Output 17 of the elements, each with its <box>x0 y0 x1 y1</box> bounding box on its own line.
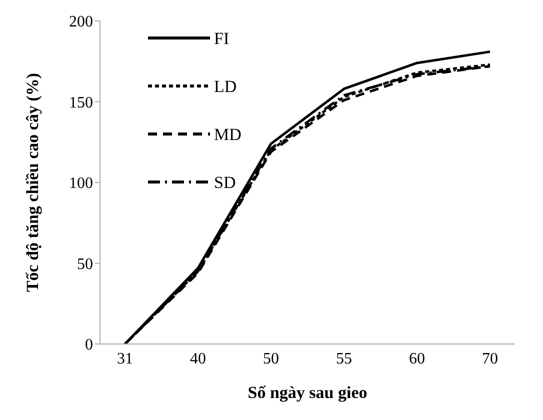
legend-label: FI <box>214 29 230 48</box>
x-tick-label: 40 <box>190 350 206 368</box>
x-tick-label: 31 <box>117 350 133 368</box>
y-axis-title: Tốc độ tăng chiều cao cây (%) <box>23 72 42 292</box>
x-tick-label: 50 <box>263 350 279 368</box>
y-tick-label: 200 <box>69 14 93 31</box>
y-tick-label: 150 <box>69 94 93 112</box>
y-tick-label: 0 <box>85 336 93 354</box>
legend-label: LD <box>214 77 237 96</box>
y-tick-label: 100 <box>69 175 93 192</box>
x-tick-label: 70 <box>482 350 498 368</box>
x-tick-label: 55 <box>336 350 352 368</box>
x-axis-title: Số ngày sau gieo <box>248 383 368 402</box>
x-tick-label: 60 <box>409 350 425 368</box>
y-tick-label: 50 <box>77 256 93 273</box>
legend-label: MD <box>214 125 242 144</box>
legend-label: SD <box>214 173 236 192</box>
